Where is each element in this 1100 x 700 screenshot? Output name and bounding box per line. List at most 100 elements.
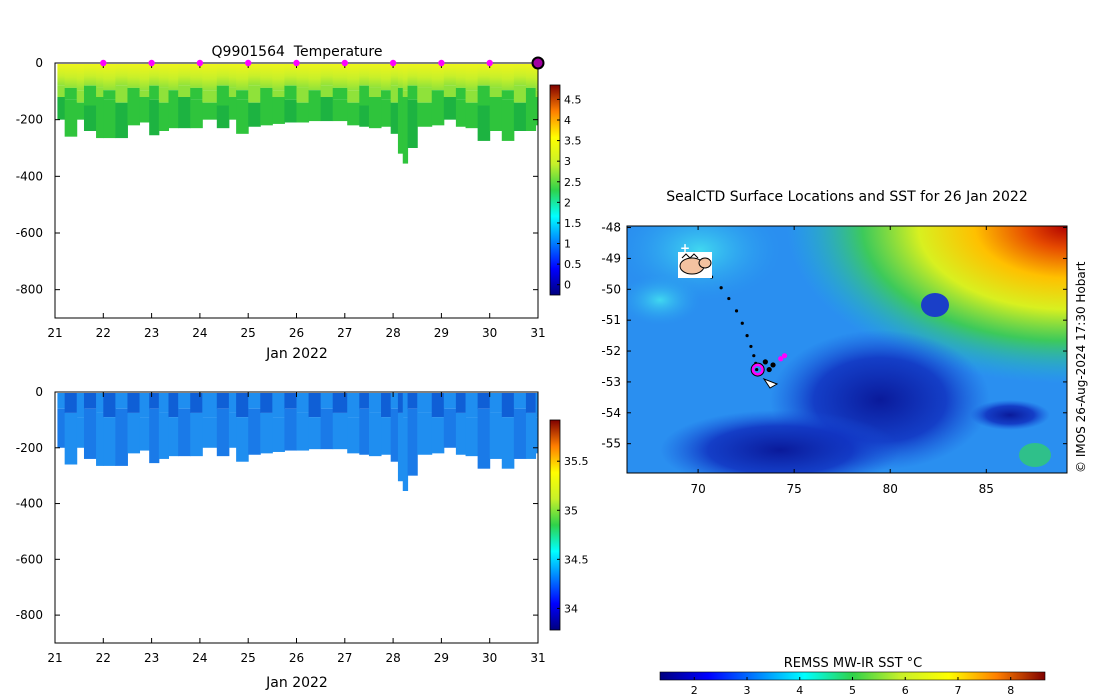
profile-column xyxy=(260,412,273,454)
profile-column xyxy=(216,85,230,106)
profile-column xyxy=(149,408,160,464)
profile-column xyxy=(465,417,479,457)
profile-column xyxy=(236,393,249,418)
profile-column xyxy=(535,97,539,126)
profile-column xyxy=(347,102,360,126)
profile-column xyxy=(296,412,310,451)
profile-column xyxy=(443,97,457,120)
track-point xyxy=(752,354,756,358)
profile-column xyxy=(139,90,150,97)
profile-column xyxy=(525,412,537,459)
profile-column xyxy=(407,99,418,148)
track-point xyxy=(734,309,739,313)
profile-column xyxy=(127,64,141,88)
profile-column xyxy=(477,408,491,469)
profile-column xyxy=(190,393,203,413)
sst-map-frame xyxy=(626,225,1068,474)
salinity-panel: 0 -200 -400 -600 -800 21 22 23 24 25 26 27 28 29 30 31… xyxy=(16,385,589,691)
profile-column xyxy=(359,64,370,86)
profile-column xyxy=(402,393,409,418)
profile-column xyxy=(477,393,491,409)
profile-column xyxy=(308,417,322,450)
profile-column xyxy=(397,412,404,482)
profile-column xyxy=(347,90,360,103)
profile-column xyxy=(501,99,515,141)
profile-column xyxy=(260,105,273,126)
profile-column xyxy=(248,408,261,455)
profile-column xyxy=(158,412,170,459)
profile-column xyxy=(332,99,348,122)
profile-column xyxy=(178,64,191,86)
y-tick-label: -800 xyxy=(16,283,43,297)
profile-column xyxy=(501,393,515,418)
colorbar-tick-label: 2.5 xyxy=(564,176,582,189)
salinity-x-label: Jan 2022 xyxy=(265,675,328,691)
profile-column xyxy=(76,393,85,418)
profile-column xyxy=(332,412,348,450)
x-tick-label: 21 xyxy=(47,651,62,665)
profile-column xyxy=(368,393,382,413)
profile-column xyxy=(76,90,85,103)
profile-column xyxy=(228,87,237,97)
profile-column xyxy=(296,64,310,88)
profile-column xyxy=(443,85,457,97)
x-tick-label: 27 xyxy=(337,651,352,665)
y-tick-label: 0 xyxy=(35,385,43,399)
profile-column xyxy=(284,408,297,451)
track-point xyxy=(781,353,788,359)
profile-column xyxy=(284,393,297,409)
y-tick-label: -200 xyxy=(16,441,43,455)
colorbar-tick-label: 1.5 xyxy=(564,217,582,230)
profile-column xyxy=(397,87,404,106)
daily-marker xyxy=(486,59,493,67)
profile-column xyxy=(381,64,392,91)
colorbar-tick-label: 34 xyxy=(564,602,578,615)
profile-column xyxy=(149,85,160,100)
profile-column xyxy=(158,102,170,131)
temperature-x-label: Jan 2022 xyxy=(265,346,328,362)
profile-column xyxy=(127,105,141,126)
colorbar-tick-label: 4.5 xyxy=(564,93,582,106)
track-point xyxy=(719,286,723,290)
profile-column xyxy=(103,90,116,100)
temperature-heatmap xyxy=(57,64,539,164)
daily-marker xyxy=(100,59,107,67)
profile-column xyxy=(202,393,218,418)
profile-column xyxy=(103,64,116,91)
profile-column xyxy=(308,393,322,418)
profile-column xyxy=(228,64,237,88)
x-tick-label: 26 xyxy=(289,651,304,665)
lat-tick-label: -49 xyxy=(601,251,621,265)
profile-column xyxy=(228,393,237,413)
y-tick-label: -200 xyxy=(16,113,43,127)
profile-column xyxy=(127,393,141,413)
track-point xyxy=(727,296,731,301)
profile-column xyxy=(402,64,409,91)
profile-column xyxy=(359,85,370,106)
profile-column xyxy=(76,102,85,120)
salinity-y-axis: 0 -200 -400 -600 -800 xyxy=(16,385,538,622)
x-tick-label: 25 xyxy=(241,326,256,340)
profile-column xyxy=(57,408,66,448)
profile-column xyxy=(103,417,116,466)
salinity-colorbar: 34 34.5 35 35.5 xyxy=(549,419,589,631)
profile-column xyxy=(96,393,104,413)
profile-column xyxy=(308,90,322,106)
profile-column xyxy=(489,393,503,413)
profile-column xyxy=(236,64,249,91)
profile-column xyxy=(368,412,382,457)
profile-column xyxy=(64,412,78,465)
profile-column xyxy=(202,417,218,448)
x-tick-label: 30 xyxy=(482,651,497,665)
profile-column xyxy=(477,85,491,106)
profile-column xyxy=(83,393,97,409)
profile-column xyxy=(525,87,537,106)
profile-column xyxy=(347,417,360,454)
profile-column xyxy=(202,64,218,91)
profile-column xyxy=(535,417,539,454)
lon-tick-label: 80 xyxy=(883,482,898,496)
sst-map-title: SealCTD Surface Locations and SST for 26… xyxy=(666,189,1027,205)
profile-column xyxy=(455,64,467,88)
x-tick-label: 29 xyxy=(434,326,449,340)
profile-column xyxy=(236,90,249,100)
